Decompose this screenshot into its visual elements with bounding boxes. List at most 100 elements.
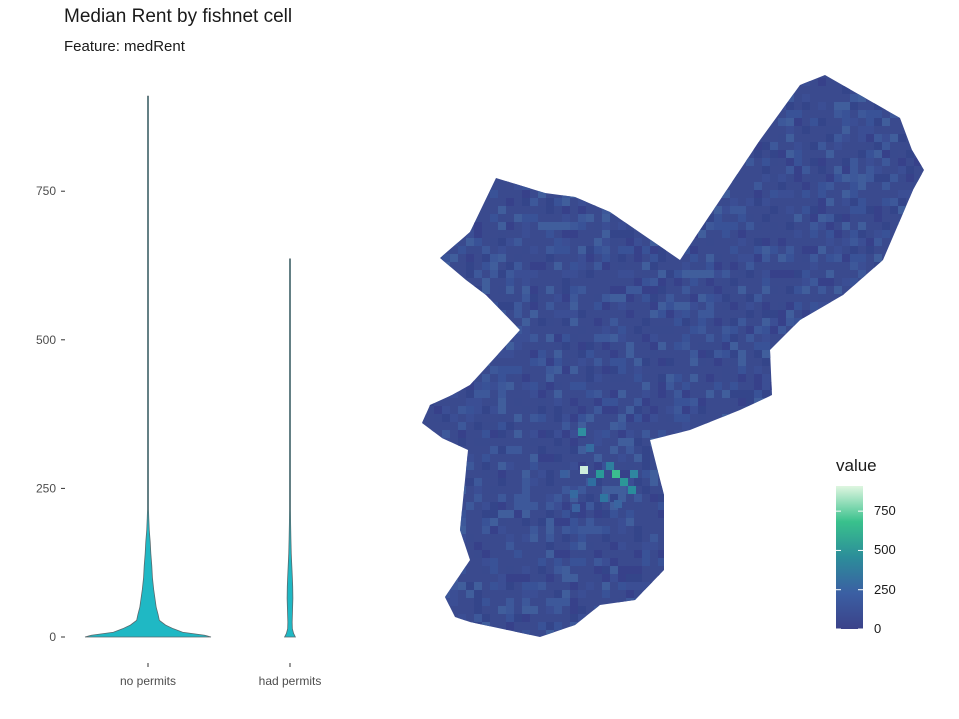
fishnet-cell: [642, 630, 650, 637]
fishnet-cell: [898, 638, 906, 646]
fishnet-cell: [706, 430, 714, 438]
fishnet-cell: [874, 254, 882, 262]
fishnet-cell: [874, 318, 882, 326]
fishnet-cell: [578, 270, 586, 278]
fishnet-cell: [422, 174, 426, 182]
fishnet-cell: [614, 500, 622, 508]
fishnet-cell: [618, 190, 626, 198]
fishnet-cell: [754, 510, 762, 518]
fishnet-cell: [714, 150, 722, 158]
fishnet-cell: [882, 182, 890, 190]
fishnet-cell: [458, 78, 466, 86]
fishnet-cell: [666, 510, 674, 518]
fishnet-cell: [722, 414, 730, 422]
fishnet-cell: [498, 406, 506, 414]
fishnet-cell: [562, 198, 570, 206]
fishnet-cell: [522, 142, 530, 150]
fishnet-cell: [914, 270, 922, 278]
fishnet-cell: [610, 102, 618, 110]
fishnet-cell: [570, 582, 578, 590]
fishnet-cell: [906, 86, 914, 94]
fishnet-cell: [730, 358, 738, 366]
fishnet-cell: [738, 358, 746, 366]
fishnet-cell: [458, 174, 466, 182]
fishnet-cell: [594, 606, 602, 614]
fishnet-cell: [874, 494, 882, 502]
legend-colorbar: [836, 486, 863, 629]
fishnet-cell: [690, 574, 698, 582]
fishnet-cell: [554, 638, 562, 646]
fishnet-cell: [458, 222, 466, 230]
fishnet-cell: [610, 230, 618, 238]
fishnet-cell: [634, 566, 642, 574]
fishnet-cell: [642, 606, 650, 614]
fishnet-cell: [562, 182, 570, 190]
fishnet-cell: [594, 358, 602, 366]
fishnet-cell: [546, 494, 554, 502]
fishnet-cell: [882, 150, 890, 158]
fishnet-cell: [738, 270, 746, 278]
fishnet-cell: [850, 430, 858, 438]
fishnet-cell: [514, 254, 522, 262]
fishnet-cell: [570, 566, 578, 574]
fishnet-cell: [666, 326, 674, 334]
fishnet-cell: [746, 110, 754, 118]
fishnet-cell: [610, 334, 618, 342]
fishnet-cell: [698, 478, 706, 486]
fishnet-cell: [858, 390, 866, 398]
fishnet-cell: [594, 406, 602, 414]
fishnet-cell: [914, 542, 922, 550]
fishnet-cell: [490, 318, 498, 326]
fishnet-cell: [834, 430, 842, 438]
fishnet-cell: [422, 438, 426, 446]
fishnet-cell: [818, 470, 826, 478]
fishnet-cell: [482, 262, 490, 270]
fishnet-cell: [754, 246, 762, 254]
fishnet-cell: [866, 526, 874, 534]
fishnet-cell: [610, 126, 618, 134]
fishnet-cell: [690, 246, 698, 254]
fishnet-cell: [922, 334, 924, 342]
fishnet-cell: [586, 174, 594, 182]
fishnet-cell: [650, 246, 658, 254]
fishnet-cell: [714, 134, 722, 142]
fishnet-cell: [778, 358, 786, 366]
fishnet-cell: [466, 502, 474, 510]
fishnet-cell: [802, 438, 810, 446]
fishnet-cell: [562, 86, 570, 94]
fishnet-cell: [794, 286, 802, 294]
fishnet-cell: [466, 366, 474, 374]
fishnet-cell: [602, 94, 610, 102]
fishnet-cell: [762, 326, 770, 334]
fishnet-cell: [514, 638, 522, 646]
fishnet-cell: [682, 494, 690, 502]
fishnet-cell: [434, 118, 442, 126]
fishnet-cell: [474, 238, 482, 246]
fishnet-cell: [426, 294, 434, 302]
fishnet-cell: [498, 494, 506, 502]
fishnet-cell: [562, 358, 570, 366]
fishnet-cell: [762, 254, 770, 262]
fishnet-cell: [906, 446, 914, 454]
fishnet-cell: [538, 190, 546, 198]
fishnet-cell: [786, 310, 794, 318]
fishnet-cell: [570, 518, 578, 526]
fishnet-cell: [422, 502, 426, 510]
fishnet-cell: [466, 254, 474, 262]
fishnet-cell: [690, 398, 698, 406]
fishnet-cell: [666, 206, 674, 214]
fishnet-cell: [482, 294, 490, 302]
fishnet-cell: [842, 86, 850, 94]
fishnet-cell: [690, 526, 698, 534]
fishnet-cell: [674, 310, 682, 318]
fishnet-cell: [842, 326, 850, 334]
fishnet-cell: [786, 358, 794, 366]
fishnet-cell: [762, 374, 770, 382]
fishnet-cell: [722, 366, 730, 374]
fishnet-cell: [578, 534, 586, 542]
fishnet-cell: [570, 398, 578, 406]
fishnet-cell: [474, 478, 482, 486]
fishnet-cell: [658, 390, 666, 398]
fishnet-cell: [482, 318, 490, 326]
fishnet-cell: [474, 414, 482, 422]
